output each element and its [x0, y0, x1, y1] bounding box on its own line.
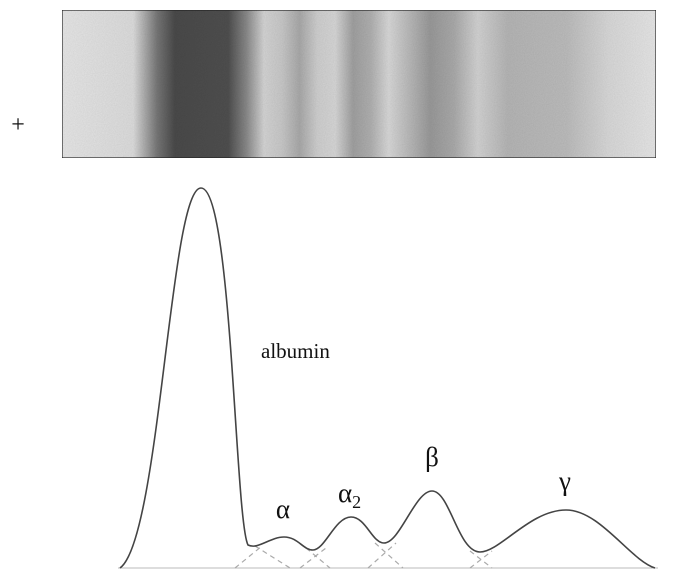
fraction-separators: [235, 543, 492, 568]
densitometry-curve: [120, 188, 655, 568]
gel-strip: [62, 10, 656, 158]
beta-label: β: [425, 442, 439, 472]
alpha2-label: α2: [338, 478, 361, 512]
albumin-label: albumin: [261, 339, 330, 363]
gamma-label: γ: [558, 466, 571, 496]
alpha1-label: α: [276, 494, 290, 524]
strip-sign: +: [11, 112, 25, 138]
alpha2-subscript: 2: [352, 492, 361, 512]
electrophoresis-diagram: + albumin α α2 β γ: [0, 0, 684, 569]
alpha2-symbol: α: [338, 478, 352, 508]
